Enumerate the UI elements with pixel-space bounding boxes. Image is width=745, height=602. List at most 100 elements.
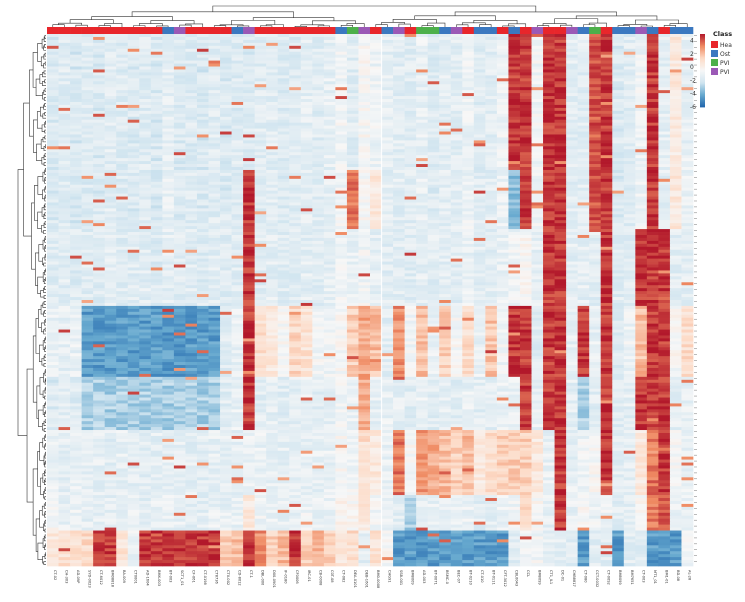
heatmap-cell <box>439 240 452 245</box>
heatmap-cell <box>104 99 117 103</box>
heatmap-cell <box>335 81 348 85</box>
heatmap-cell <box>93 75 106 79</box>
heatmap-cell <box>254 66 267 70</box>
heatmap-cell <box>370 99 382 103</box>
heatmap-cell <box>139 34 152 38</box>
dendrogram-branch <box>35 252 39 286</box>
heatmap-cell <box>450 267 463 271</box>
dendrogram-branch <box>37 276 44 295</box>
heatmap-cell <box>543 119 555 124</box>
heatmap-cell <box>635 57 648 61</box>
heatmap-cell <box>381 113 394 118</box>
heatmap-cell <box>496 223 509 227</box>
heatmap-cell <box>669 255 682 259</box>
heatmap-cell <box>381 181 394 186</box>
heatmap-cell <box>312 199 325 203</box>
heatmap-cell <box>346 267 359 271</box>
heatmap-cell <box>416 181 429 186</box>
heatmap-cell <box>519 87 532 91</box>
heatmap-cell <box>669 196 682 200</box>
heatmap-cell <box>139 128 152 132</box>
heatmap-cell <box>393 104 405 109</box>
heatmap-cell <box>554 110 567 115</box>
heatmap-cell <box>346 81 359 85</box>
heatmap-cell <box>150 229 163 233</box>
heatmap-cell <box>439 261 452 265</box>
heatmap-cell <box>623 155 636 159</box>
heatmap-cell <box>681 128 694 132</box>
heatmap-cell <box>139 270 152 274</box>
heatmap-cell <box>81 57 94 61</box>
heatmap-cell <box>658 252 671 257</box>
heatmap-cell <box>531 48 544 53</box>
heatmap-cell <box>543 34 555 38</box>
dendrogram-branch <box>185 23 204 27</box>
class-annotation-cell <box>289 27 302 34</box>
heatmap-cell <box>450 169 463 174</box>
heatmap-cell <box>81 42 94 47</box>
heatmap-cell <box>669 226 682 230</box>
heatmap-cell <box>577 178 590 183</box>
dendrogram-branch <box>461 22 486 25</box>
heatmap-cell <box>519 101 532 106</box>
heatmap-cell <box>404 196 417 200</box>
heatmap-cell <box>508 125 521 129</box>
heatmap-cell <box>589 181 602 186</box>
heatmap-cell <box>623 87 636 91</box>
heatmap-cell <box>289 119 302 124</box>
heatmap-cell <box>416 75 429 79</box>
heatmap-cell <box>519 220 532 224</box>
heatmap-cell <box>70 140 82 144</box>
heatmap-cell <box>289 143 302 147</box>
heatmap-cell <box>589 54 602 58</box>
heatmap-cell <box>150 167 163 171</box>
heatmap-cell <box>496 140 509 144</box>
heatmap-cell <box>173 66 186 70</box>
heatmap-cell <box>254 181 267 186</box>
heatmap-cell <box>646 187 659 191</box>
heatmap-cell <box>646 258 659 262</box>
heatmap-cell <box>150 131 163 135</box>
heatmap-cell <box>185 54 198 58</box>
heatmap-cell <box>139 252 152 257</box>
heatmap-cell <box>554 134 567 138</box>
heatmap-cell <box>277 90 290 94</box>
heatmap-cell <box>300 104 313 109</box>
heatmap-cell <box>81 39 94 44</box>
heatmap-cell <box>531 81 544 85</box>
heatmap-cell <box>381 137 394 141</box>
heatmap-cell <box>70 54 82 58</box>
heatmap-cell <box>416 96 429 100</box>
heatmap-cell <box>681 104 694 109</box>
heatmap-cell <box>450 45 463 50</box>
heatmap-cell <box>439 122 452 126</box>
heatmap-cell <box>370 172 382 177</box>
heatmap-cell <box>289 249 302 254</box>
dendrogram-branch <box>44 212 46 217</box>
heatmap-cell <box>427 66 440 70</box>
heatmap-cell <box>646 78 659 82</box>
heatmap-cell <box>312 223 325 227</box>
heatmap-cell <box>473 220 486 224</box>
heatmap-cell <box>70 273 82 277</box>
heatmap-cell <box>416 264 429 268</box>
heatmap-cell <box>323 99 336 103</box>
heatmap-cell <box>485 96 498 100</box>
heatmap-cell <box>266 137 279 141</box>
heatmap-cell <box>473 42 486 47</box>
heatmap-cell <box>93 125 106 129</box>
heatmap-cell <box>681 81 694 85</box>
heatmap-cell <box>531 223 544 227</box>
heatmap-cell <box>323 128 336 132</box>
heatmap-cell <box>416 258 429 262</box>
heatmap-cell <box>173 264 186 268</box>
heatmap-cell <box>346 131 359 135</box>
heatmap-cell <box>658 279 671 283</box>
heatmap-cell <box>370 240 382 245</box>
heatmap-cell <box>531 169 544 174</box>
heatmap-cell <box>427 232 440 236</box>
heatmap-cell <box>600 134 613 138</box>
heatmap-cell <box>646 69 659 73</box>
heatmap-cell <box>623 45 636 50</box>
heatmap-cell <box>243 267 255 271</box>
